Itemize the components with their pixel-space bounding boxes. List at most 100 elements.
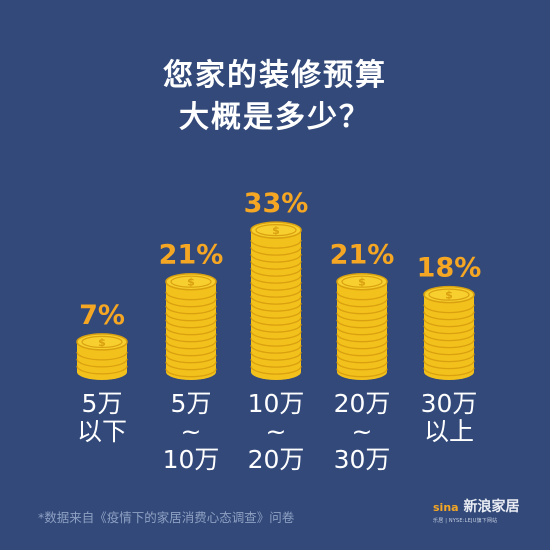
category-label: ~ (181, 417, 202, 446)
coin-stack-body (337, 281, 387, 372)
coin-edge-line (336, 333, 388, 343)
coin-stack-4: $ (336, 272, 388, 380)
coin-edge-line (250, 351, 302, 361)
coin-stack-body (251, 230, 301, 372)
coin-edge-line (250, 316, 302, 326)
coin-edge-line (250, 330, 302, 340)
source-footnote: *数据来自《疫情下的家居消费心态调查》问卷 (38, 510, 295, 525)
coin-edge-line (423, 311, 475, 321)
coin-top-rim (255, 224, 297, 237)
title-line-1: 您家的装修预算 (163, 58, 387, 93)
dollar-sign-icon: $ (272, 224, 280, 237)
category-label: ~ (266, 417, 287, 446)
category-label: 10万 (163, 445, 220, 474)
coin-stack-2: $ (165, 272, 217, 380)
percent-label-3: 33% (244, 188, 309, 219)
category-label: 以上 (424, 417, 474, 446)
coin-top-rim (81, 335, 123, 348)
coin-edge-line (250, 309, 302, 319)
coin-edge-line (165, 305, 217, 315)
category-label: 20万 (248, 445, 305, 474)
coin-edge-line (165, 298, 217, 308)
coin-edge-line (165, 368, 217, 378)
sina-home-logo: sina 新浪家居 乐居 | NYSE:LEJU旗下网站 (433, 496, 523, 524)
dollar-sign-icon: $ (445, 289, 453, 302)
coin-edge-line (165, 340, 217, 350)
coin-edge-line (250, 274, 302, 284)
coin-edge-line (165, 354, 217, 364)
coin-edge-line (423, 332, 475, 342)
dollar-sign-icon: $ (358, 276, 366, 289)
coin-edge-line (250, 239, 302, 249)
coin-stack-bottom (251, 364, 301, 380)
coin-edge-line (423, 318, 475, 328)
category-label: 10万 (248, 389, 305, 418)
coin-edge-line (336, 319, 388, 329)
coin-edge-line (250, 260, 302, 270)
coin-edge-line (336, 340, 388, 350)
coin-stack-5: $ (423, 285, 475, 380)
coin-edge-line (250, 281, 302, 291)
title-line-2: 大概是多少？ (179, 100, 371, 135)
brand-subtitle: 乐居 | NYSE:LEJU旗下网站 (433, 518, 498, 524)
category-label: 30万 (421, 389, 478, 418)
coin-stack-bottom (77, 364, 127, 380)
coin-edge-line (423, 360, 475, 370)
coin-top-rim (170, 275, 212, 288)
coin-stack-bottom (337, 364, 387, 380)
coin-edge-line (250, 302, 302, 312)
coin-stack-3: $ (250, 221, 302, 380)
coin-edge-line (165, 291, 217, 301)
coin-edge-line (250, 253, 302, 263)
coin-stack-bottom (166, 364, 216, 380)
coin-edge-line (165, 361, 217, 371)
coin-edge-line (423, 353, 475, 363)
coin-edge-line (165, 347, 217, 357)
coin-edge-line (250, 267, 302, 277)
coin-edge-line (336, 298, 388, 308)
coin-edge-line (336, 354, 388, 364)
coin-edge-line (76, 358, 128, 368)
coin-edge-line (423, 339, 475, 349)
coin-edge-line (165, 319, 217, 329)
category-label: 30万 (334, 445, 391, 474)
coin-top-rim (428, 288, 470, 301)
brand-name: 新浪家居 (463, 499, 520, 515)
coin-edge-line (336, 368, 388, 378)
coin-edge-line (336, 326, 388, 336)
percent-label-1: 7% (79, 300, 125, 331)
coin-top-rim (341, 275, 383, 288)
coin-edge-line (336, 347, 388, 357)
coin-edge-line (165, 326, 217, 336)
coin-edge-line (336, 312, 388, 322)
percent-label-2: 21% (159, 240, 224, 271)
sina-logo-text: sina (433, 501, 459, 514)
coin-edge-line (250, 365, 302, 375)
coin-edge-line (250, 295, 302, 305)
category-label: ~ (352, 417, 373, 446)
category-label: 5万 (82, 389, 123, 418)
category-label: 20万 (334, 389, 391, 418)
coin-edge-line (76, 365, 128, 375)
coin-edge-line (250, 358, 302, 368)
coin-edge-line (336, 305, 388, 315)
coin-edge-line (250, 246, 302, 256)
percent-label-4: 21% (330, 240, 395, 271)
dollar-sign-icon: $ (187, 276, 195, 289)
coin-edge-line (423, 346, 475, 356)
dollar-sign-icon: $ (98, 336, 106, 349)
category-label: 5万 (171, 389, 212, 418)
coin-edge-line (423, 304, 475, 314)
coin-edge-line (250, 337, 302, 347)
coin-stack-1: $ (76, 333, 128, 380)
coin-edge-line (423, 325, 475, 335)
coin-edge-line (76, 351, 128, 361)
coin-edge-line (423, 367, 475, 377)
coin-edge-line (165, 333, 217, 343)
coin-edge-line (336, 291, 388, 301)
coin-edge-line (336, 361, 388, 371)
coin-edge-line (250, 288, 302, 298)
percent-label-5: 18% (417, 253, 482, 284)
coin-edge-line (250, 323, 302, 333)
